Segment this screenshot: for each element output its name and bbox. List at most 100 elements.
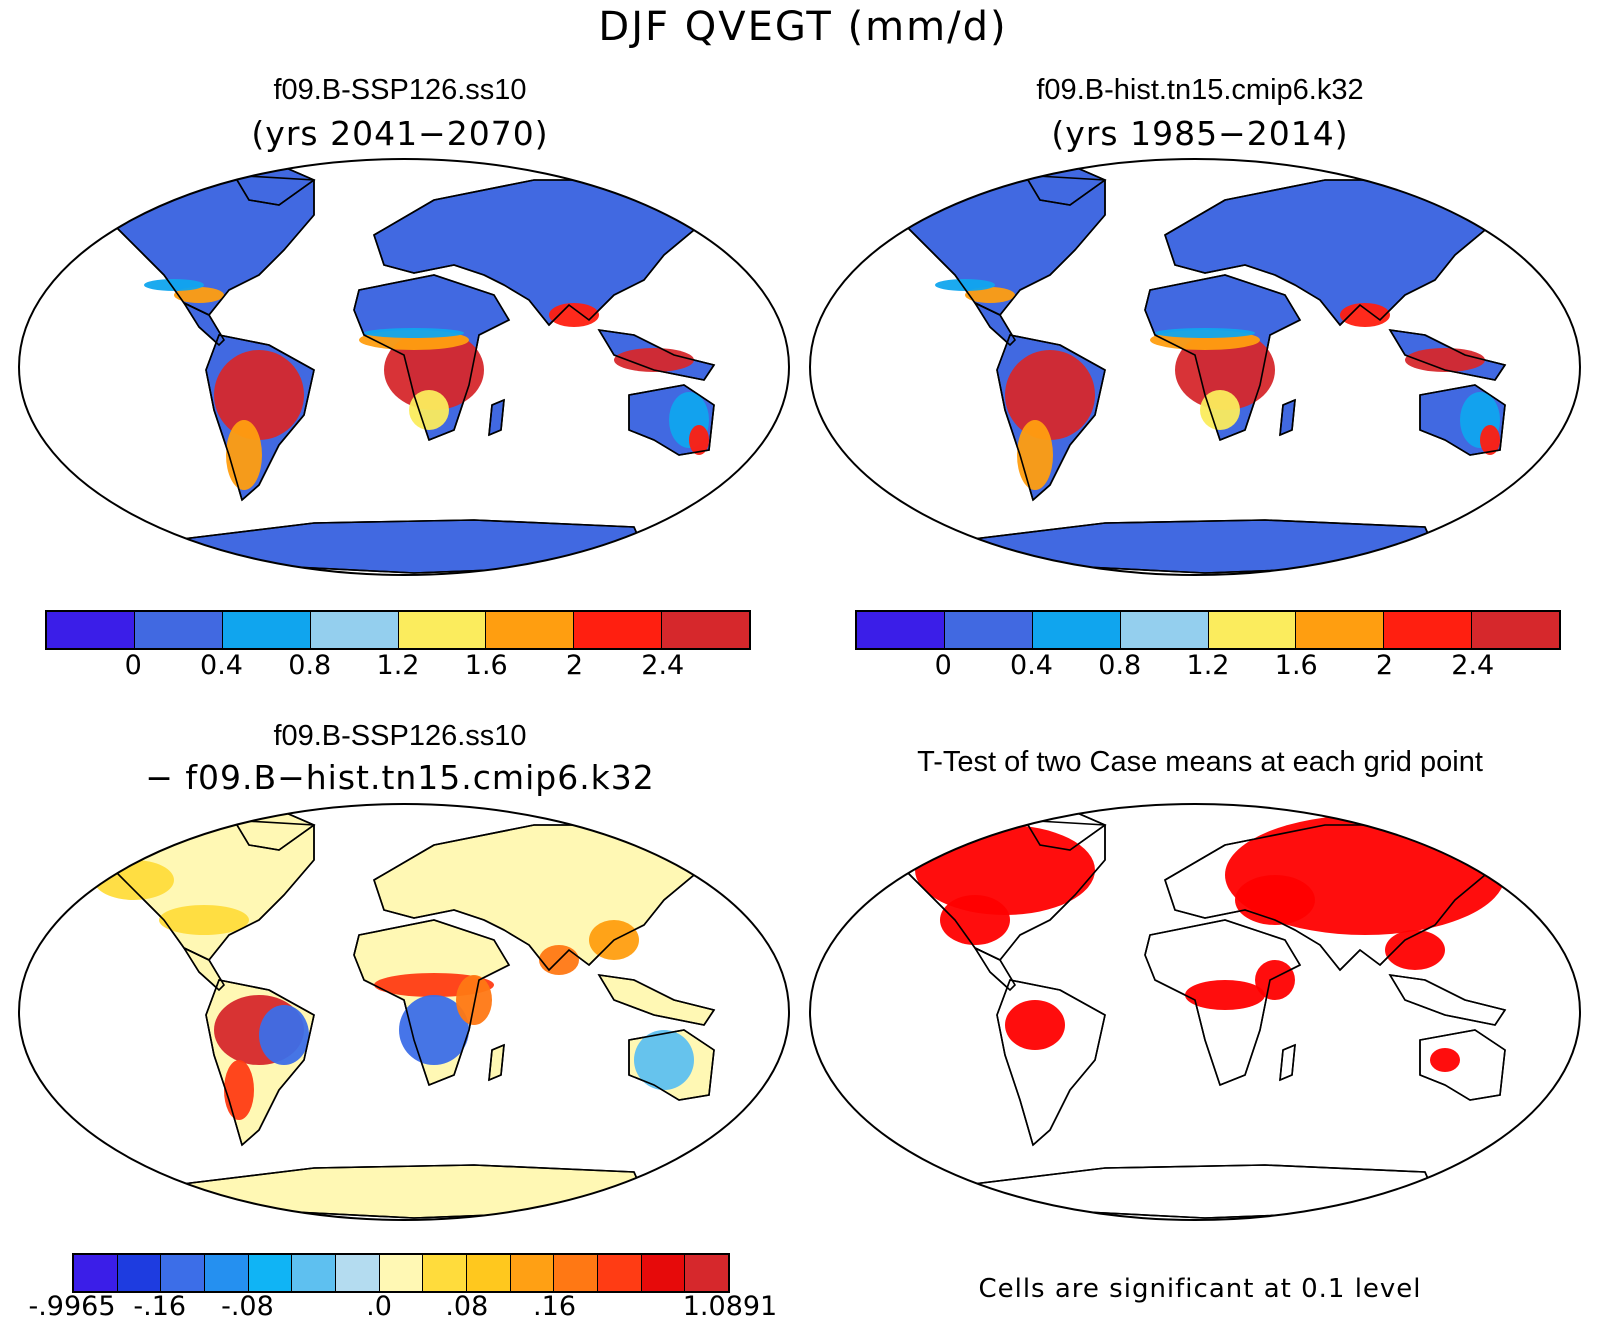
colorbar-ticks-hist: 0 0.4 0.8 1.2 1.6 2 2.4 <box>855 650 1561 686</box>
colorbar-ticks-ssp126: 0 0.4 0.8 1.2 1.6 2 2.4 <box>45 650 751 686</box>
landmass-antarctica <box>173 1164 645 1219</box>
field-blob <box>159 905 249 935</box>
colorbar-swatch <box>1384 612 1473 648</box>
field-blob <box>214 350 304 440</box>
panel-title-ttest: T-Test of two Case means at each grid po… <box>917 746 1483 778</box>
colorbar-swatch <box>423 1255 468 1291</box>
colorbar-swatch <box>292 1255 337 1291</box>
colorbar-diff <box>72 1253 730 1293</box>
colorbar-tick-label: 0 <box>124 650 142 681</box>
colorbar-tick-label: 0.8 <box>1098 650 1142 681</box>
field-blob <box>689 425 709 455</box>
map-hist <box>809 158 1581 576</box>
colorbar-tick-label: 2 <box>565 650 584 681</box>
field-blob <box>1017 420 1053 490</box>
colorbar-swatch <box>574 612 663 648</box>
field-blob <box>1480 425 1500 455</box>
field-blob <box>224 1060 254 1120</box>
colorbar-swatch <box>598 1255 642 1291</box>
coastline-africa <box>353 919 511 1087</box>
colorbar-swatch <box>1032 612 1121 648</box>
map-border <box>18 158 790 576</box>
coastline-seasia <box>1388 973 1507 1026</box>
coastline-madagascar <box>1279 1043 1296 1082</box>
colorbar-tick-label: 1.2 <box>376 650 420 681</box>
colorbar-swatch <box>467 1255 511 1291</box>
significance-note: Cells are significant at 0.1 level <box>978 1274 1422 1304</box>
coastline-samerica <box>205 334 315 502</box>
coastline-australia <box>628 384 715 456</box>
coastline-madagascar <box>488 1043 505 1082</box>
colorbar-swatch <box>134 612 223 648</box>
map-border <box>809 803 1581 1221</box>
panel-title-hist: f09.B-hist.tn15.cmip6.k32 <box>1036 74 1364 106</box>
map-border <box>18 803 790 1221</box>
coastline-madagascar <box>488 398 505 437</box>
colorbar-swatch <box>662 612 749 648</box>
colorbar-swatch <box>47 612 135 648</box>
field-blob <box>259 1005 309 1065</box>
colorbar-swatch <box>398 612 487 648</box>
colorbar-swatch <box>117 1255 162 1291</box>
colorbar-swatch <box>1296 612 1385 648</box>
colorbar-tick-label: 1.0891 <box>682 1291 778 1322</box>
colorbar-tick-label: 1.6 <box>464 650 508 681</box>
colorbar-tick-label: 2.4 <box>641 650 685 681</box>
panel-subtitle-hist: (yrs 1985−2014) <box>1051 114 1349 153</box>
colorbar-swatch <box>222 612 311 648</box>
field-blob <box>1405 348 1485 372</box>
field-blob <box>1175 330 1275 410</box>
colorbar-swatch <box>857 612 945 648</box>
field-blob <box>226 420 262 490</box>
colorbar-swatch <box>248 1255 293 1291</box>
coastline-samerica <box>996 979 1106 1147</box>
colorbar-swatch <box>1120 612 1209 648</box>
colorbar-tick-label: 0 <box>934 650 952 681</box>
colorbar-tick-label: 1.2 <box>1186 650 1230 681</box>
landmass-antarctica <box>964 1164 1436 1219</box>
colorbar-swatch <box>685 1255 729 1291</box>
colorbar-tick-label: .0 <box>366 1291 392 1322</box>
field-blob <box>1255 960 1295 1000</box>
colorbar-tick-label: -.16 <box>133 1291 187 1322</box>
colorbar-swatch <box>379 1255 424 1291</box>
coastline-seasia <box>597 328 716 381</box>
field-blob <box>965 287 1015 303</box>
field-blob <box>549 303 599 327</box>
colorbar-swatch <box>1208 612 1297 648</box>
colorbar-swatch <box>486 612 575 648</box>
colorbar-tick-label: -.9965 <box>28 1291 116 1322</box>
panel-subtitle-diff: − f09.B−hist.tn15.cmip6.k32 <box>145 758 655 797</box>
map-land-group <box>888 166 1507 574</box>
coastline-africa <box>1144 919 1302 1087</box>
field-blob <box>174 287 224 303</box>
colorbar-swatch <box>944 612 1033 648</box>
panel-subtitle-ssp126: (yrs 2041−2070) <box>251 114 549 153</box>
colorbar-ticks-diff: -.9965 -.16 -.08 .0 .08 .16 1.0891 <box>28 1291 777 1323</box>
coastline-seasia <box>597 973 716 1026</box>
map-land-group <box>888 811 1507 1219</box>
field-blob <box>409 390 449 430</box>
coastline-camerica <box>972 946 1017 992</box>
field-blob <box>634 1030 694 1090</box>
colorbar-swatch <box>205 1255 249 1291</box>
coastline-namerica <box>97 819 315 961</box>
coastline-namerica <box>888 174 1106 316</box>
panel-title-ssp126: f09.B-SSP126.ss10 <box>273 74 527 106</box>
colorbar-ssp126 <box>45 610 751 650</box>
figure-title: DJF QVEGT (mm/d) <box>598 4 1008 50</box>
colorbar-swatch <box>336 1255 380 1291</box>
map-land-group <box>97 166 716 574</box>
field-blob <box>1340 303 1390 327</box>
coastline-camerica <box>972 301 1017 347</box>
coastline-australia <box>1419 384 1506 456</box>
colorbar-swatch <box>554 1255 599 1291</box>
coastline-australia <box>1419 1029 1506 1101</box>
field-blob <box>384 330 484 410</box>
colorbar-tick-label: 0.4 <box>200 650 243 681</box>
panel-title-diff: f09.B-SSP126.ss10 <box>273 720 527 752</box>
field-blob <box>935 279 995 291</box>
colorbar-tick-label: 2.4 <box>1451 650 1495 681</box>
map-ttest <box>809 803 1581 1221</box>
map-ssp126 <box>18 158 790 576</box>
